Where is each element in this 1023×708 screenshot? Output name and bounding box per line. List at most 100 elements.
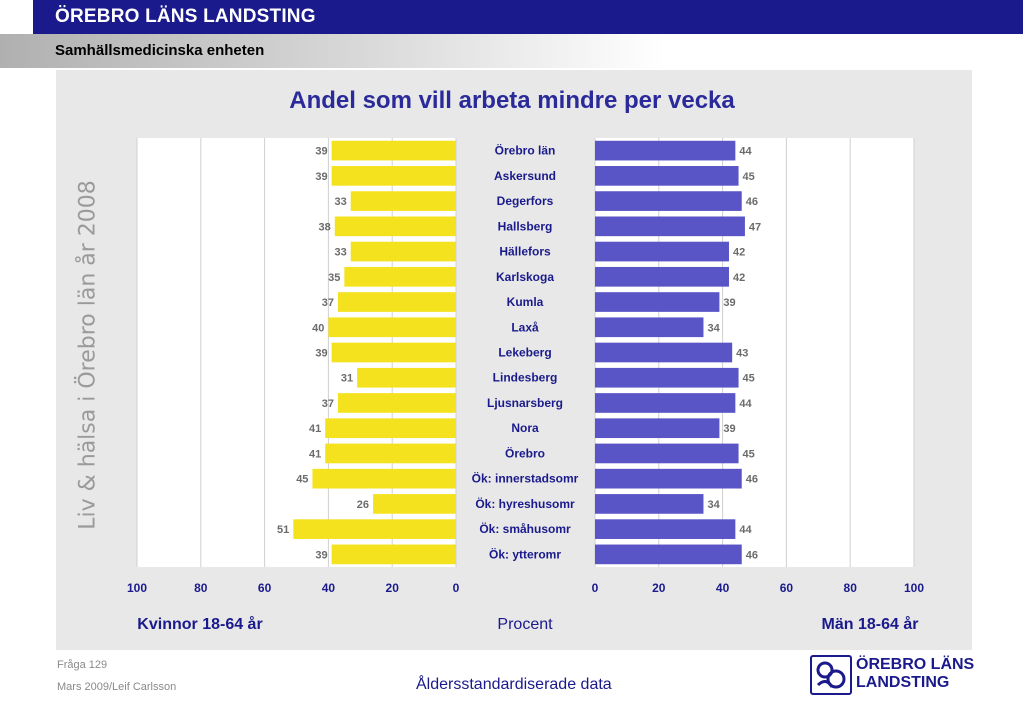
women-value-label: 37 [322,297,334,309]
men-bar [595,519,736,539]
chart-title: Andel som vill arbeta mindre per vecka [289,87,735,114]
women-bar [328,317,456,338]
women-value-label: 39 [315,348,327,360]
women-bar [293,519,456,539]
women-tick-label: 20 [386,581,400,595]
category-label: Ök: hyreshusomr [475,496,575,511]
men-tick-label: 80 [844,581,858,595]
women-value-label: 41 [309,448,321,460]
men-value-label: 45 [743,171,755,183]
men-tick-label: 20 [652,581,666,595]
unit-title: Samhällsmedicinska enheten [55,42,265,59]
x-axis-label: Procent [497,616,553,633]
men-value-label: 39 [723,297,735,309]
women-value-label: 38 [319,221,331,233]
women-value-label: 33 [334,196,346,208]
men-bar [595,140,736,161]
men-bar [595,544,742,565]
category-label: Ök: ytteromr [489,546,561,561]
men-bar [595,191,742,211]
men-value-label: 46 [746,474,758,486]
logo-text: ÖREBRO LÄNS LANDSTING [856,656,974,692]
men-bar [595,266,729,287]
women-value-label: 39 [315,171,327,183]
men-value-label: 46 [746,196,758,208]
category-label: Hällefors [499,245,551,259]
women-value-label: 45 [296,474,308,486]
men-value-label: 43 [736,348,748,360]
footer-note: Åldersstandardiserade data [416,676,612,693]
men-value-label: 47 [749,221,761,233]
men-bar [595,166,739,186]
category-label: Ök: småhusomr [479,521,571,536]
men-bar [595,241,729,262]
category-label: Örebro [505,445,545,460]
men-bar [595,317,704,338]
women-tick-label: 80 [194,581,208,595]
men-bar [595,468,742,489]
men-bar [595,494,704,514]
men-value-label: 39 [723,423,735,435]
category-label: Laxå [511,320,539,334]
women-value-label: 33 [334,247,346,259]
men-value-label: 34 [707,499,720,511]
category-label: Hallsberg [498,219,553,233]
women-value-label: 31 [341,373,353,385]
men-value-label: 44 [739,524,752,536]
women-bar [357,367,456,388]
men-bar [595,342,733,363]
women-bar [331,166,456,186]
men-tick-label: 100 [904,581,924,595]
women-value-label: 39 [315,549,327,561]
category-label: Örebro län [495,143,556,158]
category-label: Kumla [507,295,544,309]
organization-title: ÖREBRO LÄNS LANDSTING [55,6,316,27]
women-value-label: 40 [312,322,324,334]
women-bar [337,292,456,312]
women-bar [334,216,456,237]
women-bar [337,393,456,413]
men-value-label: 46 [746,549,758,561]
logo-emblem-icon [810,655,852,695]
women-series-label: Kvinnor 18-64 år [137,615,262,633]
category-label: Ök: innerstadsomr [472,471,579,486]
header-bar: ÖREBRO LÄNS LANDSTING [33,0,1023,34]
women-tick-label: 0 [453,581,460,595]
women-bar [344,266,456,287]
category-label: Askersund [494,169,556,183]
subheader-bar: Samhällsmedicinska enheten [0,34,1023,68]
logo-line-2: LANDSTING [856,674,950,691]
women-bar [331,140,456,161]
women-value-label: 26 [357,499,369,511]
men-bar [595,216,745,237]
category-label: Ljusnarsberg [487,396,563,410]
women-tick-label: 100 [127,581,147,595]
women-tick-label: 40 [322,581,336,595]
logo-line-1: ÖREBRO LÄNS [856,656,975,673]
men-bar [595,443,739,464]
women-bar [325,443,456,464]
men-bar [595,292,720,312]
women-value-label: 51 [277,524,289,536]
men-series-label: Män 18-64 år [822,615,919,633]
men-value-label: 42 [733,247,745,259]
women-value-label: 41 [309,423,321,435]
women-bar [331,544,456,565]
landsting-logo: ÖREBRO LÄNS LANDSTING [810,655,980,697]
men-value-label: 44 [739,398,752,410]
women-bar [350,191,456,211]
category-label: Nora [511,421,539,435]
men-value-label: 45 [743,373,755,385]
men-bar [595,367,739,388]
question-number: Fråga 129 [57,659,108,671]
men-value-label: 34 [707,322,720,334]
men-bar [595,418,720,439]
women-value-label: 37 [322,398,334,410]
category-label: Lekeberg [498,346,551,360]
women-tick-label: 60 [258,581,272,595]
footer-date: Mars 2009/Leif Carlsson [57,681,177,693]
category-label: Lindesberg [493,371,558,385]
men-value-label: 45 [743,448,755,460]
women-bar [331,342,456,363]
